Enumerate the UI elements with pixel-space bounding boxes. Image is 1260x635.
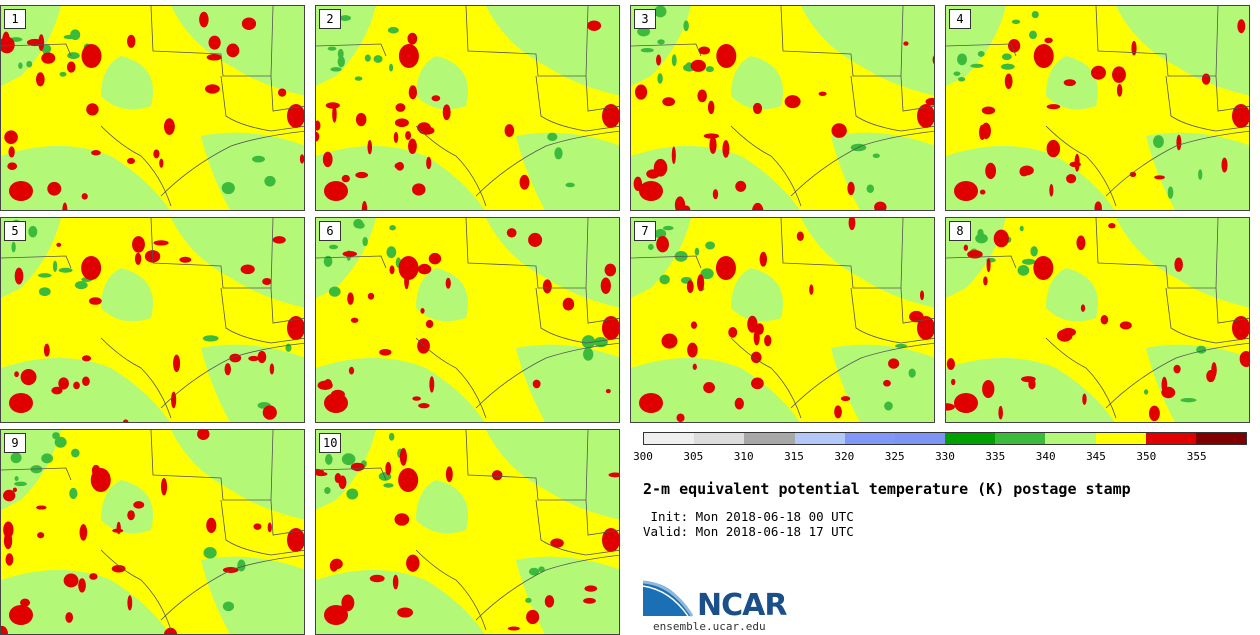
colorbar-tick-label: 340	[1035, 450, 1056, 463]
panel-number: 8	[949, 221, 971, 241]
member-panel-10: 10	[315, 429, 620, 635]
colorbar-segment	[894, 433, 946, 444]
member-panel-1: 1	[0, 5, 305, 211]
colorbar-segment	[694, 433, 745, 444]
member-panel-6: 6	[315, 217, 620, 423]
colorbar-segment	[744, 433, 795, 444]
colorbar	[643, 432, 1247, 445]
member-panel-8: 8	[945, 217, 1250, 423]
member-panel-2: 2	[315, 5, 620, 211]
member-panel-3: 3	[630, 5, 935, 211]
field-map	[631, 6, 934, 210]
colorbar-tick-label: 300	[633, 450, 653, 463]
init-time: Init: Mon 2018-06-18 00 UTC	[643, 509, 854, 524]
colorbar-tick-label: 310	[733, 450, 754, 463]
member-panel-9: 9	[0, 429, 305, 635]
colorbar-tick-label: 335	[985, 450, 1006, 463]
colorbar-segment	[1145, 433, 1196, 444]
ncar-logo-icon	[642, 580, 694, 617]
field-map	[316, 218, 619, 422]
colorbar-tick-label: 305	[683, 450, 704, 463]
panel-number: 3	[634, 9, 656, 29]
colorbar-tick-label: 350	[1136, 450, 1157, 463]
colorbar-tick-label: 325	[884, 450, 905, 463]
colorbar-segment	[844, 433, 895, 444]
colorbar-tick-label: 330	[935, 450, 955, 463]
panel-number: 7	[634, 221, 656, 241]
field-map	[1, 6, 304, 210]
field-map	[631, 218, 934, 422]
colorbar-tick-label: 345	[1086, 450, 1106, 463]
panel-number: 9	[4, 433, 26, 453]
colorbar-segment	[794, 433, 845, 444]
field-map	[1, 430, 304, 634]
panel-number: 4	[949, 9, 971, 29]
panel-number: 6	[319, 221, 341, 241]
colorbar-segment	[1095, 433, 1146, 444]
colorbar-tick-label: 315	[784, 450, 804, 463]
member-panel-4: 4	[945, 5, 1250, 211]
panel-number: 2	[319, 9, 341, 29]
colorbar-segment	[1195, 433, 1247, 444]
field-map	[946, 218, 1249, 422]
map-title: 2-m equivalent potential temperature (K)…	[643, 480, 1131, 498]
panel-number: 1	[4, 9, 26, 29]
field-map	[1, 218, 304, 422]
field-map	[316, 6, 619, 210]
site-url: ensemble.ucar.edu	[653, 620, 766, 633]
colorbar-segment	[1045, 433, 1096, 444]
panel-number: 10	[319, 433, 342, 453]
logo-text: NCAR	[697, 588, 787, 623]
colorbar-tick-label: 355	[1186, 450, 1207, 463]
field-map	[316, 430, 619, 634]
colorbar-segment	[644, 433, 695, 444]
member-panel-5: 5	[0, 217, 305, 423]
colorbar-tick-label: 320	[834, 450, 855, 463]
colorbar-segment	[995, 433, 1046, 444]
valid-time: Valid: Mon 2018-06-18 17 UTC	[643, 524, 854, 539]
panel-number: 5	[4, 221, 26, 241]
member-panel-7: 7	[630, 217, 935, 423]
field-map	[946, 6, 1249, 210]
colorbar-segment	[945, 433, 996, 444]
colorbar-ticks: 300 305 310 315 320 325 330 335 340 345 350 355	[633, 450, 1247, 466]
